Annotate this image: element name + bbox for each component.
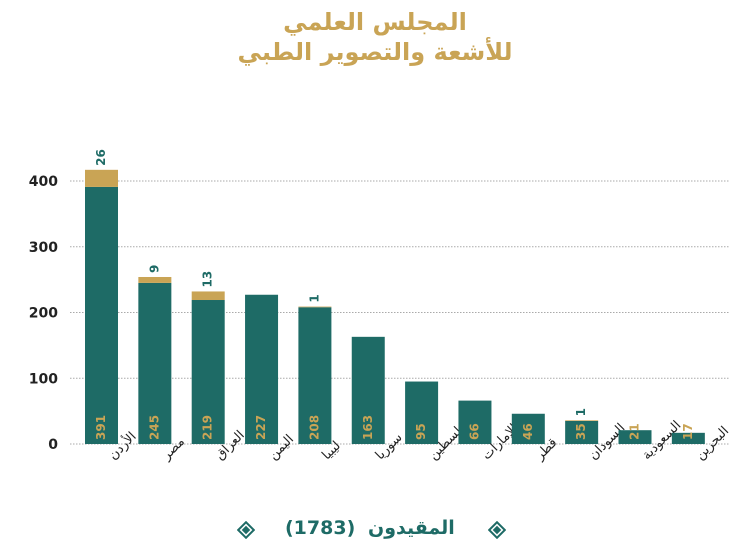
bar-main xyxy=(351,336,385,444)
data-label-main: 21 xyxy=(628,423,642,440)
bar-extra xyxy=(298,306,332,308)
y-tick-label: 200 xyxy=(29,306,58,322)
data-label-main: 208 xyxy=(307,415,321,440)
bar-main xyxy=(245,294,279,444)
bar-main xyxy=(138,282,172,444)
bar-main xyxy=(458,400,492,444)
bar-main xyxy=(405,381,439,444)
bar-main xyxy=(511,413,545,444)
diamond-icon xyxy=(488,521,506,539)
data-label-main: 46 xyxy=(521,423,535,440)
diamond-icon xyxy=(237,521,255,539)
y-tick-label: 400 xyxy=(29,174,58,190)
bar-extra xyxy=(85,169,118,187)
chart-title-line1: المجلس العلمي xyxy=(283,8,467,36)
bar-extra xyxy=(565,420,599,421)
data-label-extra: 13 xyxy=(201,271,215,288)
data-label-extra: 1 xyxy=(574,408,588,416)
bar-main xyxy=(671,432,705,444)
data-label-main: 35 xyxy=(574,423,588,440)
data-label-main: 219 xyxy=(201,415,215,440)
bar-main xyxy=(618,430,652,444)
data-label-extra: 9 xyxy=(147,265,161,273)
data-label-main: 245 xyxy=(147,415,161,440)
data-label-main: 391 xyxy=(94,415,108,440)
bar-main xyxy=(191,300,225,444)
legend-label: المقيدون xyxy=(368,517,455,539)
data-label-main: 227 xyxy=(254,415,268,440)
data-label-extra: 26 xyxy=(94,149,108,166)
bar-extra xyxy=(191,291,225,301)
chart-title-line2: للأشعة والتصوير الطبي xyxy=(237,38,513,66)
data-label-main: 95 xyxy=(414,423,428,440)
data-label-main: 66 xyxy=(467,423,481,440)
legend-total: (1783) xyxy=(285,517,356,539)
bar-main xyxy=(298,307,332,444)
legend: (1783) المقيدون xyxy=(0,515,750,545)
data-label-main: 17 xyxy=(681,423,695,440)
bar-main xyxy=(565,420,599,444)
data-label-main: 163 xyxy=(361,415,375,440)
bar-extra xyxy=(138,276,172,283)
bar-main xyxy=(85,186,118,445)
y-tick-label: 0 xyxy=(48,437,58,453)
y-tick-label: 300 xyxy=(29,240,58,256)
y-tick-label: 100 xyxy=(29,371,58,387)
data-label-extra: 1 xyxy=(307,294,321,302)
